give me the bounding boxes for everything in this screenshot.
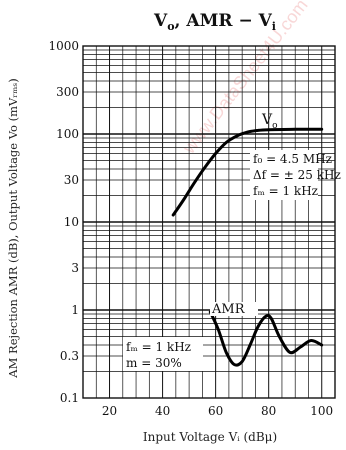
y-tick-labels: 1000 300 100 30 10 3 1 0.3 0.1	[48, 39, 79, 405]
y-tick-label: 300	[56, 85, 79, 99]
cond1-line2: Δf = ± 25 kHz	[253, 168, 341, 182]
vo-curve	[171, 127, 324, 217]
y-tick-label: 100	[56, 127, 79, 141]
vo-label-sub: o	[272, 121, 277, 131]
y-tick-label: 1	[71, 303, 79, 317]
title-mid: , AMR − V	[175, 11, 273, 31]
y-tick-label: 10	[64, 215, 79, 229]
cond1-line1: f₀ = 4.5 MHz	[253, 152, 332, 166]
x-tick-labels: 20 40 60 80 100	[102, 404, 333, 418]
y-tick-label: 0.1	[60, 391, 79, 405]
cond2-line1: fₘ = 1 kHz	[126, 340, 191, 354]
cond1-box-bg	[250, 150, 318, 200]
title-o-sub: o	[167, 20, 174, 33]
x-tick-label: 80	[261, 404, 276, 418]
y-tick-label: 3	[71, 261, 79, 275]
cond1-line3: fₘ = 1 kHz	[253, 184, 318, 198]
x-axis-label: Input Voltage Vᵢ (dBμ)	[143, 430, 277, 444]
y-axis-label: AM Rejection AMR (dB), Output Voltage Vo…	[6, 78, 20, 378]
title-v: V	[153, 11, 168, 31]
y-tick-label: 30	[64, 173, 79, 187]
plot-frame	[82, 45, 336, 399]
y-tick-label: 1000	[48, 39, 79, 53]
amr-label-bg	[210, 302, 258, 316]
vo-label: Vo	[261, 112, 278, 131]
amr-label: AMR	[211, 302, 246, 317]
x-tick-label: 60	[208, 404, 223, 418]
cond2-line2: m = 30%	[126, 356, 182, 370]
x-tick-label: 20	[102, 404, 117, 418]
amr-curve	[208, 310, 324, 367]
y-tick-label: 0.3	[60, 349, 79, 363]
x-tick-label: 100	[310, 404, 333, 418]
x-tick-label: 40	[155, 404, 170, 418]
cond2-box-bg	[123, 337, 203, 371]
series-lines	[171, 127, 324, 367]
title-i-sub: i	[272, 20, 276, 33]
vo-label-v: V	[261, 112, 273, 128]
grid	[83, 46, 335, 398]
chart-title: Vo, AMR − Vi	[153, 11, 276, 33]
